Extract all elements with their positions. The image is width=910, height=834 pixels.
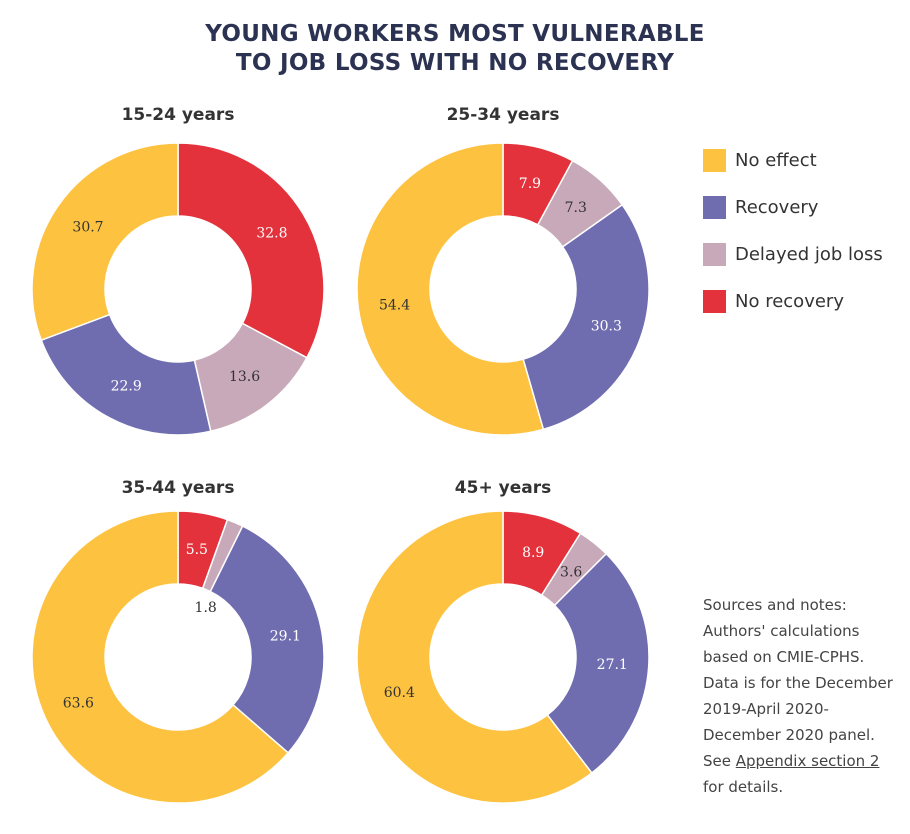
legend-swatch-no-recovery	[703, 289, 726, 313]
data-label-no-recovery: 5.5	[186, 542, 208, 558]
legend-item-no-recovery: No recovery	[703, 289, 883, 313]
legend-item-recovery: Recovery	[703, 195, 883, 219]
chart-subtitle: 45+ years	[455, 478, 551, 498]
legend-item-no-effect: No effect	[703, 148, 883, 172]
note-text: Sources and notes: Authors' calculations…	[703, 596, 893, 770]
appendix-link[interactable]: Appendix section 2	[735, 752, 880, 770]
note-text-end: for details.	[703, 778, 784, 796]
slice-recovery	[522, 203, 650, 431]
slice-recovery	[546, 552, 650, 774]
chart-subtitle: 15-24 years	[122, 105, 235, 125]
data-label-no-recovery: 7.9	[519, 176, 541, 192]
slice-no-recovery	[177, 142, 325, 359]
sources-note: Sources and notes: Authors' calculations…	[703, 592, 903, 800]
legend-label-recovery: Recovery	[735, 196, 819, 218]
legend-swatch-no-effect	[703, 148, 726, 172]
data-label-recovery: 29.1	[270, 628, 301, 644]
data-label-delayed-job-loss: 3.6	[560, 564, 582, 580]
data-label-recovery: 22.9	[111, 378, 142, 394]
chart-subtitle: 25-34 years	[447, 105, 560, 125]
data-label-recovery: 27.1	[597, 657, 628, 673]
donut-45-years: 45+ years 8.9 3.6 27.1 60.4	[356, 478, 650, 804]
data-label-delayed-job-loss: 7.3	[565, 200, 587, 216]
chart-title-line-2: TO JOB LOSS WITH NO RECOVERY	[235, 50, 675, 76]
chart-title: YOUNG WORKERS MOST VULNERABLE TO JOB LOS…	[0, 20, 910, 78]
data-label-no-effect: 60.4	[384, 685, 415, 701]
data-label-delayed-job-loss: 13.6	[229, 369, 260, 385]
legend: No effect Recovery Delayed job loss No r…	[703, 148, 883, 336]
slice-no-effect	[356, 142, 545, 436]
donut-35-44-years: 35-44 years 5.5 1.8 29.1 63.6	[31, 478, 325, 804]
legend-item-delayed-job-loss: Delayed job loss	[703, 242, 883, 266]
data-label-no-recovery: 8.9	[522, 545, 544, 561]
legend-swatch-delayed-job-loss	[703, 242, 726, 266]
slice-recovery	[209, 525, 325, 754]
legend-swatch-recovery	[703, 195, 726, 219]
data-label-no-recovery: 32.8	[256, 226, 287, 242]
slice-no-effect	[31, 142, 179, 342]
chart-title-line-1: YOUNG WORKERS MOST VULNERABLE	[205, 21, 705, 47]
legend-label-no-recovery: No recovery	[735, 290, 844, 312]
slice-no-effect	[31, 510, 290, 804]
data-label-no-effect: 63.6	[63, 695, 94, 711]
data-label-delayed-job-loss: 1.8	[195, 600, 217, 616]
legend-label-delayed-job-loss: Delayed job loss	[735, 243, 883, 265]
data-label-no-effect: 54.4	[379, 297, 410, 313]
data-label-no-effect: 30.7	[72, 220, 103, 236]
chart-subtitle: 35-44 years	[122, 478, 235, 498]
donut-25-34-years: 25-34 years 7.9 7.3 30.3 54.4	[356, 105, 650, 436]
slice-recovery	[40, 313, 212, 436]
data-label-recovery: 30.3	[591, 318, 622, 334]
slice-no-effect	[356, 510, 593, 804]
legend-label-no-effect: No effect	[735, 149, 817, 171]
donut-15-24-years: 15-24 years 32.8 13.6 22.9 30.7	[31, 105, 325, 436]
